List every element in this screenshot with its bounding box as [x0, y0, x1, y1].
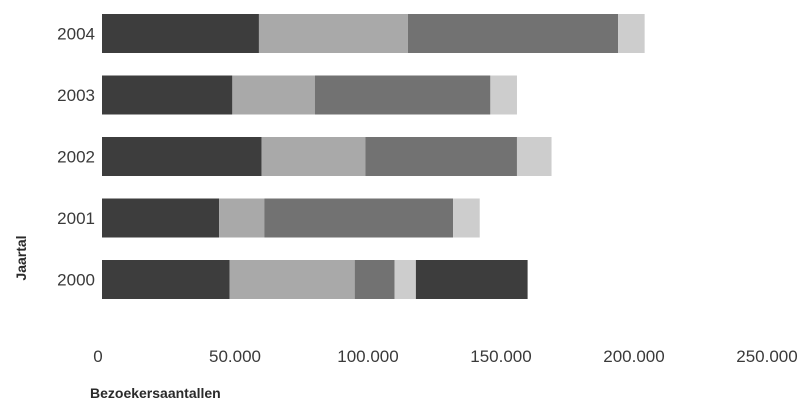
x-axis-title: Bezoekersaantallen: [90, 385, 221, 401]
x-tick-label: 200.000: [603, 347, 664, 366]
bar-segment-2001-4: [453, 198, 480, 238]
bar-segment-2003-3: [314, 75, 491, 115]
bar-segment-2002-4: [516, 137, 552, 176]
y-axis-title: Jaartal: [13, 235, 29, 280]
bar-segment-2002-2: [261, 137, 366, 176]
x-tick-label: 150.000: [470, 347, 531, 366]
bar-segment-2000-4: [394, 260, 416, 299]
bar-segment-2002-1: [102, 137, 262, 176]
y-tick-label-2001: 2001: [57, 209, 95, 228]
bar-segment-2000-1: [102, 260, 230, 299]
bar-segment-2000-5: [415, 260, 528, 299]
bar-segment-2001-3: [264, 198, 454, 238]
bar-segment-2000-3: [354, 260, 395, 299]
bar-segment-2003-2: [232, 75, 315, 115]
bar-segment-2004-2: [258, 14, 408, 53]
bar-segment-2004-1: [102, 14, 259, 53]
x-tick-labels: 0 50.000 100.000 150.000 200.000 250.000: [93, 347, 797, 366]
bar-segment-2003-1: [102, 75, 233, 115]
bar-segment-2004-3: [407, 14, 619, 53]
bar-segment-2001-2: [219, 198, 265, 238]
bars-group: [102, 14, 645, 299]
y-tick-label-2003: 2003: [57, 86, 95, 105]
bar-segment-2000-2: [229, 260, 355, 299]
bar-segment-2001-1: [102, 198, 220, 238]
y-tick-label-2000: 2000: [57, 271, 95, 290]
x-tick-label: 0: [93, 347, 102, 366]
bar-segment-2002-3: [365, 137, 517, 176]
y-tick-labels: 2004 2003 2002 2001 2000: [57, 25, 95, 290]
bar-segment-2004-4: [618, 14, 645, 53]
x-tick-label: 100.000: [337, 347, 398, 366]
y-tick-label-2002: 2002: [57, 148, 95, 167]
y-tick-label-2004: 2004: [57, 25, 95, 44]
bar-segment-2003-4: [490, 75, 517, 115]
x-tick-label: 250.000: [736, 347, 797, 366]
x-tick-label: 50.000: [209, 347, 261, 366]
